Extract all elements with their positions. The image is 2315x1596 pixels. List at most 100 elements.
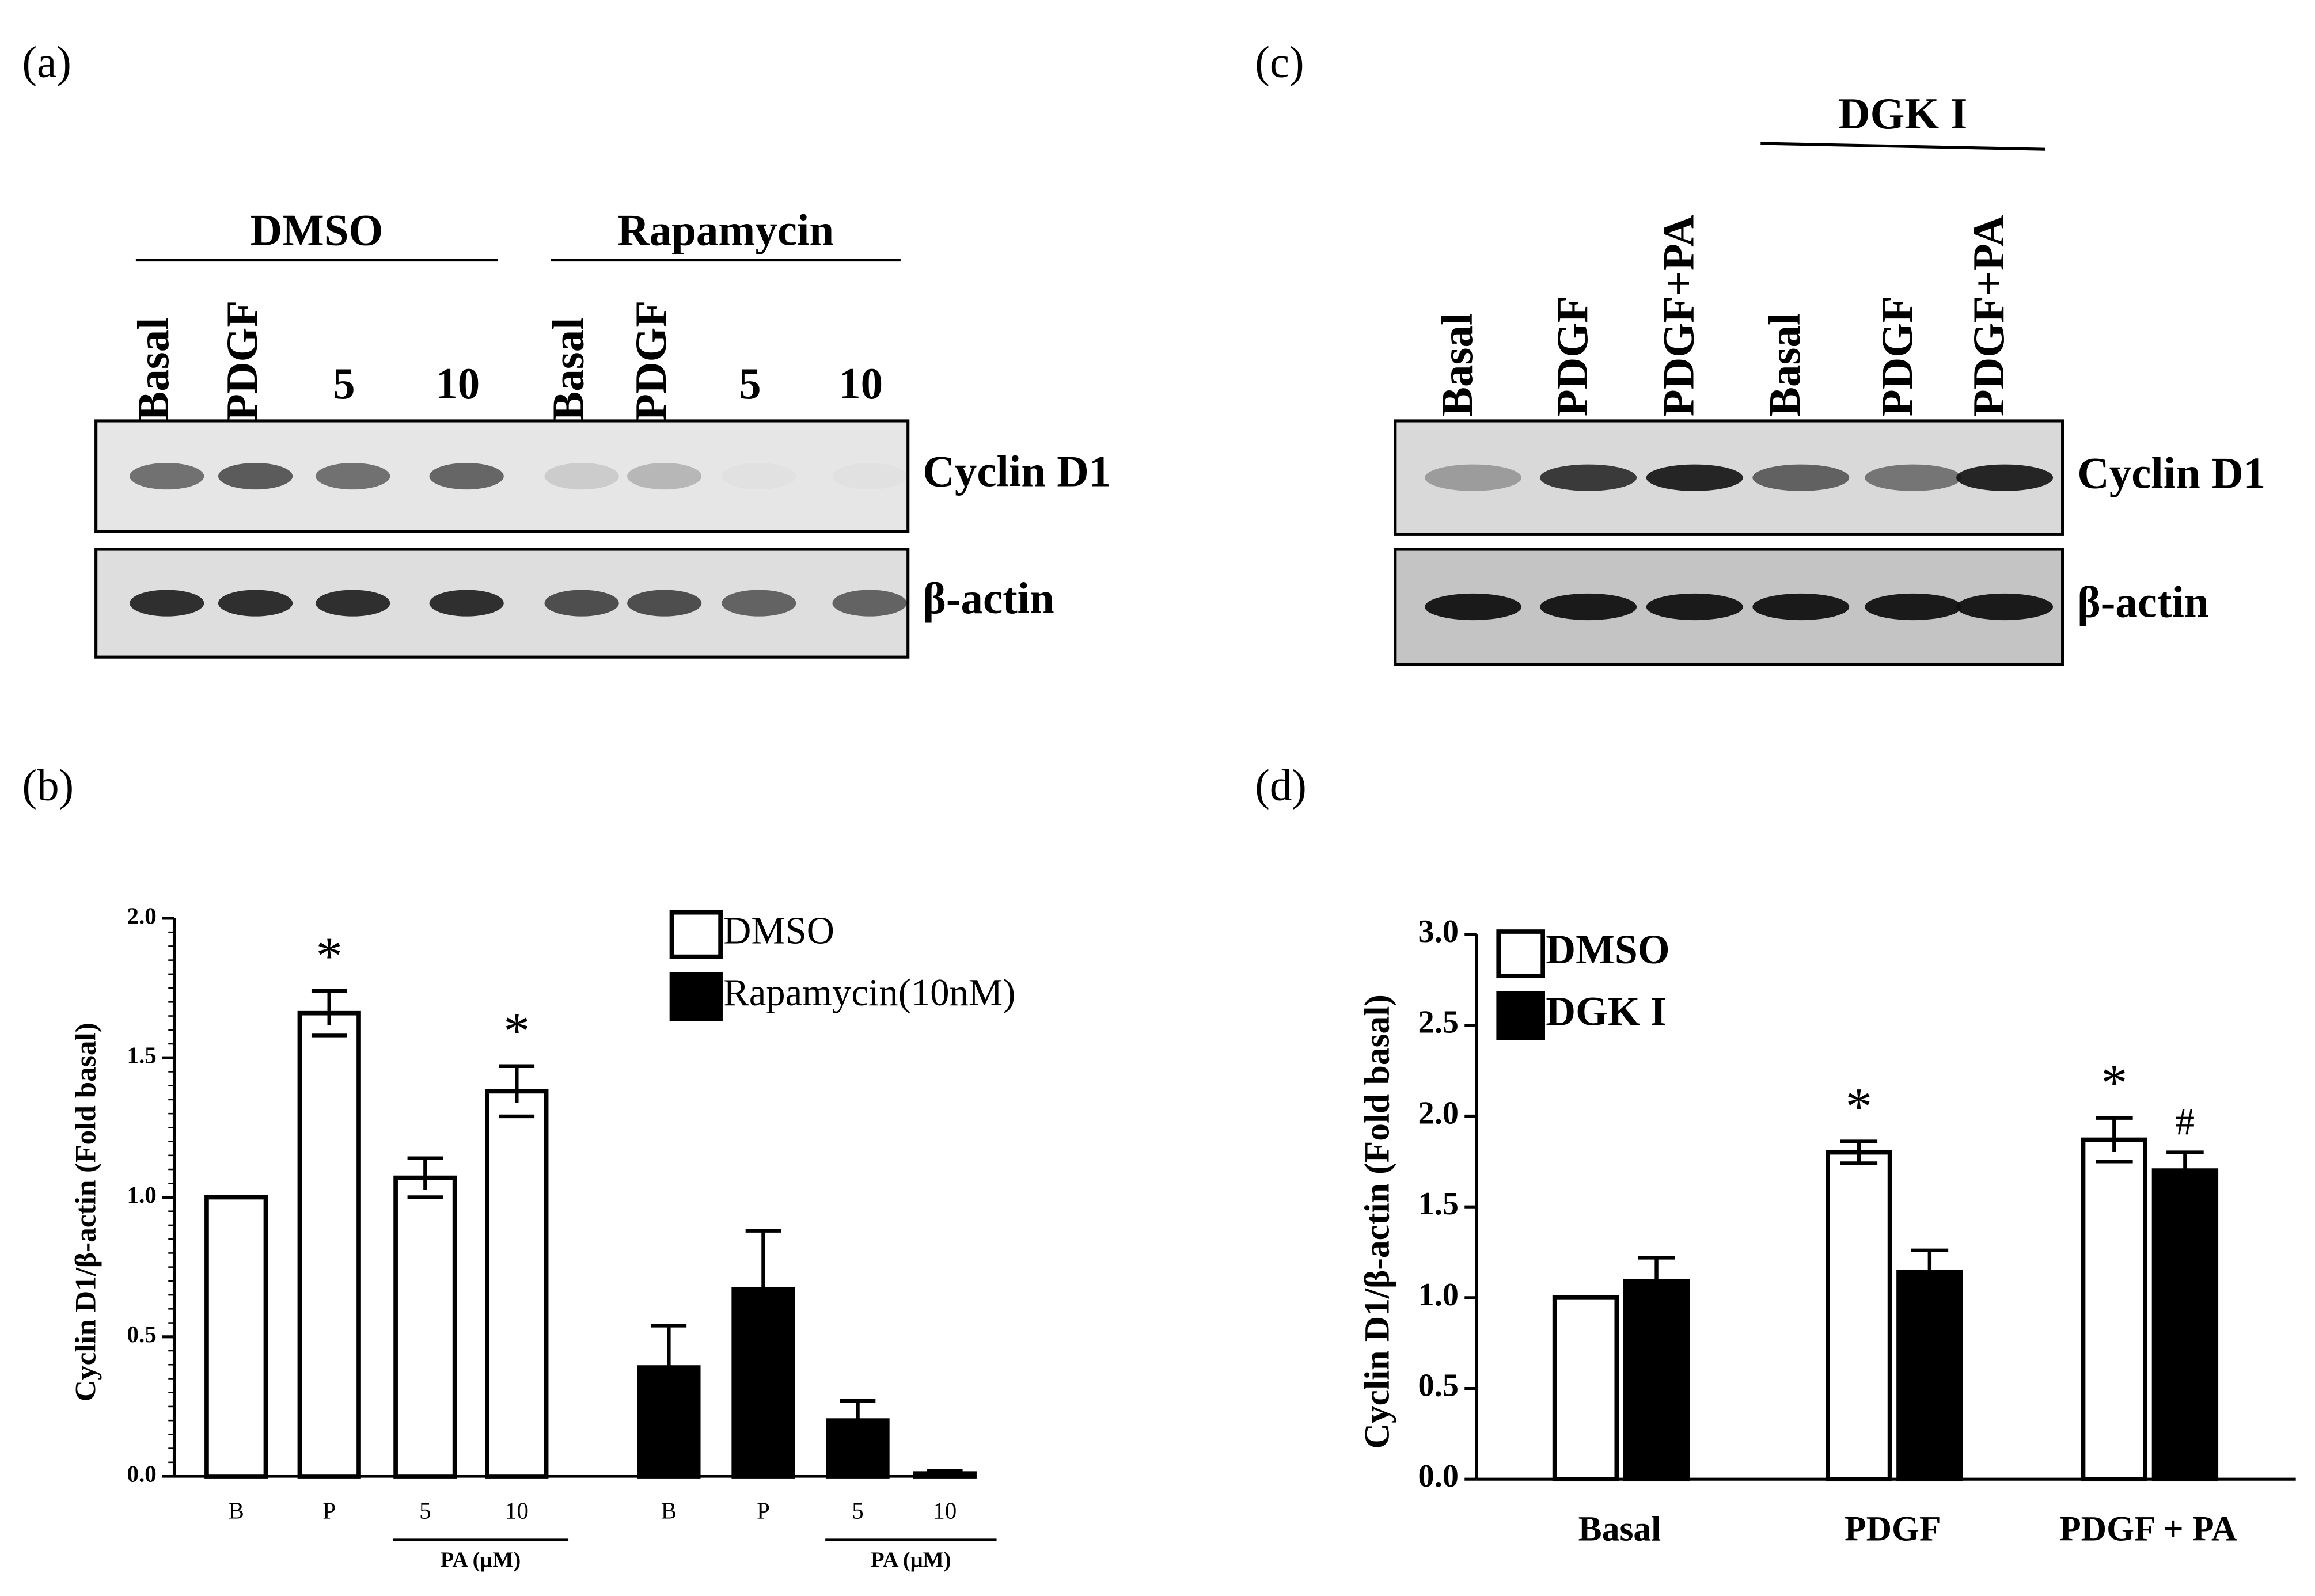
error-bar: [2096, 1116, 2133, 1164]
x-tick-label: Basal: [1578, 1510, 1661, 1549]
blot-band: [832, 463, 906, 489]
legend-swatch: [1496, 929, 1545, 978]
y-tick-label: 1.0: [127, 1181, 156, 1208]
bar: [826, 1418, 890, 1479]
error-bar: [311, 989, 347, 1038]
y-tick-label: 0.0: [1418, 1458, 1459, 1494]
x-tick-label: B: [661, 1498, 677, 1524]
y-axis-label: Cyclin D1/β-actin (Fold basal): [70, 1023, 103, 1401]
annotation: *: [2101, 1054, 2127, 1112]
x-tick-label: 5: [419, 1498, 431, 1524]
blot-band: [218, 463, 293, 490]
x-tick-label: 5: [852, 1498, 864, 1524]
bar: [2081, 1137, 2148, 1482]
y-tick-label: 0.0: [127, 1460, 156, 1487]
x-tick-label: P: [757, 1498, 770, 1524]
y-tick-label: 0.5: [1418, 1367, 1459, 1403]
blot-band: [722, 590, 796, 617]
x-tick-label: PDGF + PA: [2059, 1510, 2237, 1549]
legend-swatch: [669, 910, 723, 959]
blot-band: [627, 463, 702, 490]
blot-band: [627, 590, 702, 617]
y-tick-label: 2.5: [1418, 1005, 1459, 1040]
row-label: Cyclin D1: [2077, 448, 2265, 497]
group-label: DGK I: [1838, 89, 1967, 138]
x-tick-label: 10: [505, 1498, 529, 1524]
lane-label: Basal: [543, 317, 593, 421]
lane-label: 10: [838, 359, 883, 408]
blot-band: [316, 463, 390, 490]
blot-band: [1956, 464, 2054, 491]
panel-label: (b): [22, 761, 74, 810]
legend-swatch: [669, 972, 723, 1021]
bar: [204, 1195, 268, 1479]
row-label: Cyclin D1: [923, 447, 1111, 496]
row-label: β-actin: [2077, 577, 2208, 627]
blot-band: [544, 590, 619, 617]
group-label: Rapamycin: [617, 206, 834, 255]
bar: [485, 1089, 549, 1479]
blot-band: [1425, 593, 1522, 621]
error-bar: [651, 1324, 687, 1411]
lane-label: PDGF+PA: [1653, 215, 1703, 416]
annotation: *: [316, 926, 343, 985]
bar: [637, 1365, 701, 1479]
blot-band: [1752, 593, 1850, 621]
blot-band: [316, 590, 390, 617]
y-tick-label: 2.0: [1418, 1095, 1459, 1131]
blot-band: [1540, 464, 1637, 491]
error-bar: [407, 1156, 443, 1199]
annotation: *: [503, 1002, 530, 1061]
lane-label: Basal: [1760, 313, 1809, 417]
lane-label: PDGF+PA: [1964, 215, 2013, 416]
group-line: [1760, 142, 2045, 151]
legend-label: DMSO: [723, 910, 834, 952]
group-label: DMSO: [251, 206, 384, 255]
blot-band: [1865, 593, 1962, 621]
lane-label: 10: [435, 359, 480, 408]
blot-band: [429, 463, 504, 490]
lane-label: 5: [333, 359, 355, 408]
bar: [1623, 1279, 1690, 1482]
error-bar: [927, 1469, 963, 1479]
lane-label: Basal: [1432, 313, 1482, 417]
lane-label: Basal: [128, 317, 178, 421]
error-bar: [499, 1064, 535, 1119]
y-axis-label: Cyclin D1/β-actin (Fold basal): [1357, 994, 1396, 1449]
legend-swatch: [1496, 991, 1545, 1040]
y-tick-label: 1.0: [1418, 1277, 1459, 1313]
lane-label: PDGF: [1872, 296, 1922, 416]
panel-label: (d): [1255, 761, 1307, 810]
bar: [393, 1175, 457, 1479]
bar: [1552, 1295, 1619, 1482]
blot-band: [130, 463, 204, 490]
panel-label: (c): [1255, 37, 1304, 86]
blot-band: [1752, 464, 1850, 491]
error-bar: [2166, 1150, 2204, 1191]
annotation: #: [2176, 1101, 2195, 1143]
lane-label: PDGF: [217, 301, 267, 421]
y-tick-label: 0.5: [127, 1321, 156, 1347]
legend-label: DMSO: [1546, 926, 1669, 972]
lane-label: PDGF: [626, 301, 675, 421]
blot-band: [832, 590, 907, 617]
category-group-label: PA (μM): [871, 1548, 951, 1572]
blot-band: [1956, 593, 2054, 621]
error-bar: [745, 1229, 781, 1350]
x-tick-label: B: [229, 1498, 244, 1524]
blot-band: [722, 463, 796, 489]
blot-band: [218, 590, 293, 617]
blot-band: [1646, 593, 1743, 621]
x-tick-label: P: [322, 1498, 336, 1524]
blot-band: [1425, 464, 1522, 491]
y-tick-label: 3.0: [1418, 914, 1459, 949]
error-bar: [1911, 1248, 1949, 1296]
bar: [731, 1287, 795, 1479]
bar: [297, 1010, 361, 1479]
bar: [1896, 1270, 1963, 1482]
y-tick-label: 1.5: [127, 1042, 156, 1069]
category-group-label: PA (μM): [441, 1548, 521, 1572]
legend-label: Rapamycin(10nM): [723, 972, 1015, 1014]
bar: [1826, 1150, 1892, 1482]
